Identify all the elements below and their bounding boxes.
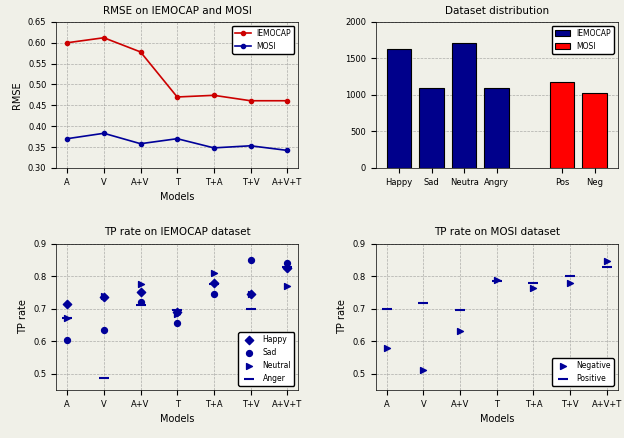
- Anger: [209, 281, 219, 288]
- MOSI: [210, 145, 218, 151]
- Neutral: [135, 281, 145, 288]
- Line: IEMOCAP: IEMOCAP: [65, 35, 290, 103]
- Positive: [602, 264, 612, 271]
- Positive: [492, 278, 502, 285]
- Positive: [382, 305, 392, 312]
- Sad: [209, 290, 219, 297]
- Neutral: [62, 315, 72, 322]
- IEMOCAP: [283, 98, 291, 103]
- Line: MOSI: MOSI: [65, 131, 290, 152]
- Sad: [172, 320, 182, 327]
- MOSI: [64, 136, 71, 141]
- Negative: [492, 276, 502, 283]
- Negative: [455, 327, 465, 334]
- Negative: [529, 284, 539, 291]
- IEMOCAP: [100, 35, 107, 40]
- Sad: [62, 336, 72, 343]
- IEMOCAP: [247, 98, 255, 103]
- MOSI: [137, 141, 144, 146]
- X-axis label: Models: Models: [479, 414, 514, 424]
- Negative: [602, 257, 612, 264]
- Positive: [529, 279, 539, 286]
- Legend: IEMOCAP, MOSI: IEMOCAP, MOSI: [232, 26, 295, 53]
- Sad: [135, 299, 145, 306]
- Sad: [246, 257, 256, 264]
- Positive: [565, 273, 575, 280]
- Title: RMSE on IEMOCAP and MOSI: RMSE on IEMOCAP and MOSI: [103, 6, 251, 16]
- Positive: [455, 307, 465, 314]
- IEMOCAP: [137, 49, 144, 55]
- Negative: [565, 280, 575, 287]
- Sad: [282, 260, 292, 267]
- Anger: [172, 306, 182, 313]
- Anger: [282, 263, 292, 270]
- Title: Dataset distribution: Dataset distribution: [445, 6, 548, 16]
- MOSI: [100, 131, 107, 136]
- Neutral: [282, 283, 292, 290]
- Happy: [62, 300, 72, 307]
- MOSI: [283, 148, 291, 153]
- Neutral: [172, 310, 182, 317]
- Neutral: [209, 269, 219, 276]
- IEMOCAP: [64, 40, 71, 46]
- Happy: [246, 290, 256, 297]
- Title: TP rate on MOSI dataset: TP rate on MOSI dataset: [434, 227, 560, 237]
- Y-axis label: RMSE: RMSE: [12, 81, 22, 109]
- Bar: [484, 88, 509, 168]
- Bar: [452, 43, 476, 168]
- Neutral: [246, 290, 256, 297]
- IEMOCAP: [210, 93, 218, 98]
- Happy: [282, 265, 292, 272]
- Legend: IEMOCAP, MOSI: IEMOCAP, MOSI: [552, 26, 614, 53]
- MOSI: [247, 143, 255, 148]
- Happy: [172, 308, 182, 315]
- Bar: [419, 88, 444, 168]
- MOSI: [173, 136, 181, 141]
- Y-axis label: TP rate: TP rate: [337, 300, 347, 334]
- Negative: [382, 345, 392, 352]
- Happy: [135, 289, 145, 296]
- Happy: [209, 279, 219, 286]
- Anger: [246, 305, 256, 312]
- Neutral: [99, 292, 109, 299]
- Bar: [582, 93, 607, 168]
- Title: TP rate on IEMOCAP dataset: TP rate on IEMOCAP dataset: [104, 227, 250, 237]
- Sad: [99, 326, 109, 333]
- X-axis label: Models: Models: [160, 414, 195, 424]
- Anger: [135, 301, 145, 308]
- Legend: Happy, Sad, Neutral, Anger: Happy, Sad, Neutral, Anger: [238, 332, 295, 386]
- Happy: [99, 294, 109, 301]
- Bar: [550, 82, 574, 168]
- Negative: [418, 367, 428, 374]
- Anger: [99, 375, 109, 382]
- X-axis label: Models: Models: [160, 192, 195, 202]
- Legend: Negative, Positive: Negative, Positive: [552, 358, 614, 386]
- Y-axis label: TP rate: TP rate: [17, 300, 27, 334]
- Anger: [62, 314, 72, 321]
- IEMOCAP: [173, 94, 181, 99]
- Bar: [387, 49, 411, 168]
- Positive: [418, 299, 428, 306]
